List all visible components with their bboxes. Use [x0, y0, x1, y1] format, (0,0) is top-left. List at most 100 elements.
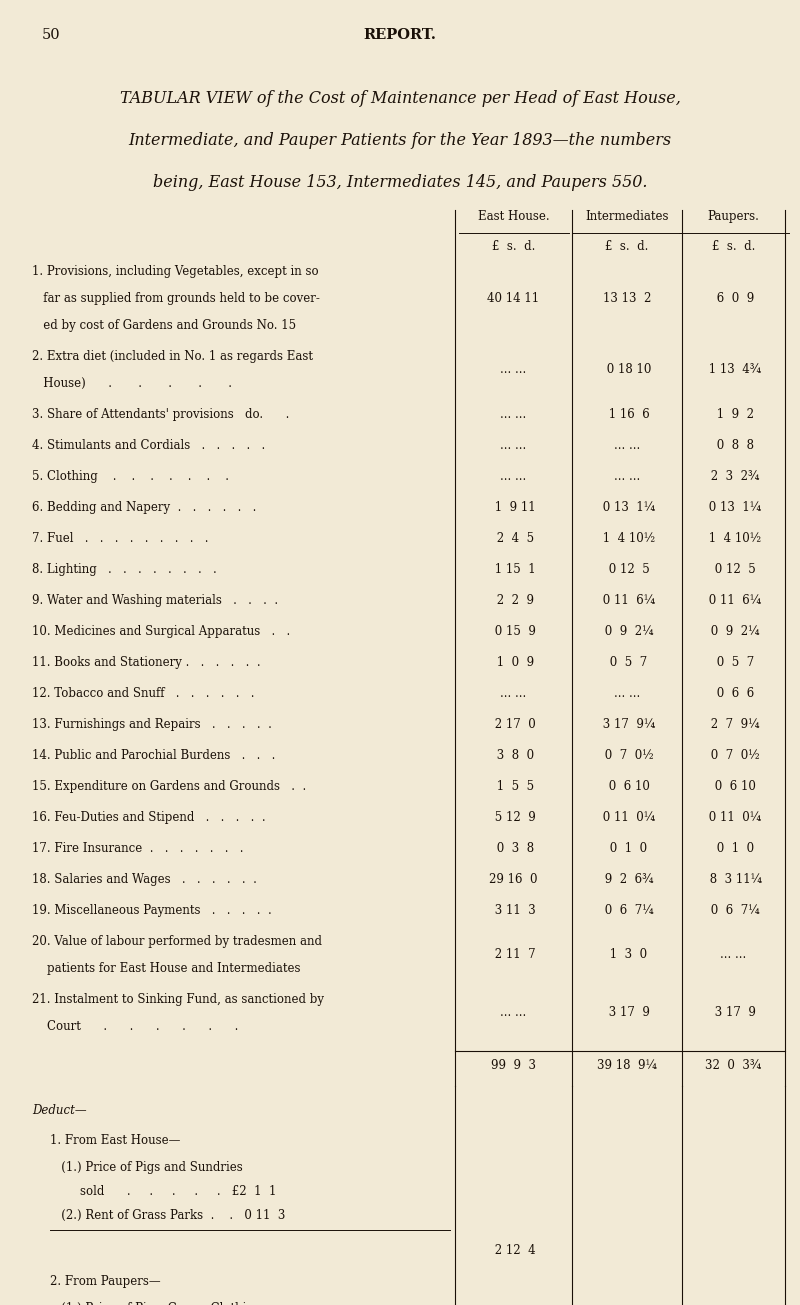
Text: 99  9  3: 99 9 3	[491, 1058, 536, 1071]
Text: 0  9  2¼: 0 9 2¼	[601, 625, 654, 638]
Text: 13 13  2: 13 13 2	[603, 292, 651, 305]
Text: ed by cost of Gardens and Grounds No. 15: ed by cost of Gardens and Grounds No. 15	[32, 318, 296, 331]
Text: 0 12  5: 0 12 5	[711, 562, 756, 576]
Text: 1  4 10½: 1 4 10½	[706, 532, 762, 545]
Text: far as supplied from grounds held to be cover-: far as supplied from grounds held to be …	[32, 292, 320, 305]
Text: 18. Salaries and Wages   .   .   .   .   .  .: 18. Salaries and Wages . . . . . .	[32, 873, 257, 886]
Text: 2. From Paupers—: 2. From Paupers—	[50, 1275, 161, 1288]
Text: £  s.  d.: £ s. d.	[606, 240, 649, 253]
Text: 14. Public and Parochial Burdens   .   .   .: 14. Public and Parochial Burdens . . .	[32, 749, 275, 762]
Text: 0  6 10: 0 6 10	[605, 780, 650, 793]
Text: 0  9  2¼: 0 9 2¼	[707, 625, 760, 638]
Text: 0 13  1¼: 0 13 1¼	[599, 501, 655, 514]
Text: (2.) Rent of Grass Parks  .    .   0 11  3: (2.) Rent of Grass Parks . . 0 11 3	[50, 1210, 286, 1223]
Text: 0 11  0¼: 0 11 0¼	[599, 810, 655, 823]
Text: 39 18  9¼: 39 18 9¼	[597, 1058, 657, 1071]
Text: 32  0  3¾: 32 0 3¾	[706, 1058, 762, 1071]
Text: 3 11  3: 3 11 3	[491, 904, 536, 917]
Text: 0  8  8: 0 8 8	[713, 438, 754, 452]
Text: 15. Expenditure on Gardens and Grounds   .  .: 15. Expenditure on Gardens and Grounds .…	[32, 780, 306, 793]
Text: 9  2  6¾: 9 2 6¾	[601, 873, 654, 886]
Text: 2 11  7: 2 11 7	[491, 949, 536, 962]
Text: 0 11  6¼: 0 11 6¼	[599, 594, 655, 607]
Text: East House.: East House.	[478, 210, 550, 223]
Text: 0  3  8: 0 3 8	[493, 842, 534, 855]
Text: 5. Clothing    .    .    .    .    .    .    .: 5. Clothing . . . . . . .	[32, 470, 229, 483]
Text: 29 16  0: 29 16 0	[490, 873, 538, 886]
Text: 16. Feu-Duties and Stipend   .   .   .   .  .: 16. Feu-Duties and Stipend . . . . .	[32, 810, 266, 823]
Text: 2  7  9¼: 2 7 9¼	[707, 718, 760, 731]
Text: ... ...: ... ...	[614, 470, 640, 483]
Text: 13. Furnishings and Repairs   .   .   .   .  .: 13. Furnishings and Repairs . . . . .	[32, 718, 272, 731]
Text: 0  1  0: 0 1 0	[606, 842, 647, 855]
Text: sold      .     .     .     .     .   £2  1  1: sold . . . . . £2 1 1	[50, 1185, 276, 1198]
Text: 5 12  9: 5 12 9	[491, 810, 536, 823]
Text: 6. Bedding and Napery  .   .   .   .   .   .: 6. Bedding and Napery . . . . . .	[32, 501, 256, 514]
Text: 0 12  5: 0 12 5	[605, 562, 650, 576]
Text: 3 17  9: 3 17 9	[605, 1006, 650, 1019]
Text: 0  6  7¼: 0 6 7¼	[601, 904, 654, 917]
Text: 21. Instalment to Sinking Fund, as sanctioned by: 21. Instalment to Sinking Fund, as sanct…	[32, 993, 324, 1006]
Text: 0  6  7¼: 0 6 7¼	[707, 904, 760, 917]
Text: REPORT.: REPORT.	[363, 27, 437, 42]
Text: ... ...: ... ...	[500, 438, 526, 452]
Text: 1 15  1: 1 15 1	[491, 562, 536, 576]
Text: 1 13  4¾: 1 13 4¾	[706, 364, 762, 377]
Text: 0  5  7: 0 5 7	[606, 656, 648, 669]
Text: 8. Lighting   .   .   .   .   .   .   .   .: 8. Lighting . . . . . . . .	[32, 562, 217, 576]
Text: 10. Medicines and Surgical Apparatus   .   .: 10. Medicines and Surgical Apparatus . .	[32, 625, 290, 638]
Text: patients for East House and Intermediates: patients for East House and Intermediate…	[32, 962, 301, 975]
Text: 3. Share of Attendants' provisions   do.      .: 3. Share of Attendants' provisions do. .	[32, 408, 290, 422]
Text: 2  3  2¾: 2 3 2¾	[707, 470, 760, 483]
Text: 0  6  6: 0 6 6	[713, 686, 754, 699]
Text: House)      .       .       .       .       .: House) . . . . .	[32, 377, 232, 390]
Text: Paupers.: Paupers.	[707, 210, 759, 223]
Text: 0  1  0: 0 1 0	[713, 842, 754, 855]
Text: 3  8  0: 3 8 0	[493, 749, 534, 762]
Text: ... ...: ... ...	[720, 949, 746, 962]
Text: 1  0  9: 1 0 9	[493, 656, 534, 669]
Text: £  s.  d.: £ s. d.	[492, 240, 535, 253]
Text: 1. Provisions, including Vegetables, except in so: 1. Provisions, including Vegetables, exc…	[32, 265, 318, 278]
Text: being, East House 153, Intermediates 145, and Paupers 550.: being, East House 153, Intermediates 145…	[153, 174, 647, 191]
Text: 3 17  9¼: 3 17 9¼	[599, 718, 655, 731]
Text: 2  2  9: 2 2 9	[493, 594, 534, 607]
Text: 12. Tobacco and Snuff   .   .   .   .   .   .: 12. Tobacco and Snuff . . . . . .	[32, 686, 254, 699]
Text: 20. Value of labour performed by tradesmen and: 20. Value of labour performed by tradesm…	[32, 934, 322, 947]
Text: ... ...: ... ...	[614, 438, 640, 452]
Text: ... ...: ... ...	[500, 364, 526, 377]
Text: 0 15  9: 0 15 9	[491, 625, 536, 638]
Text: TABULAR VIEW of the Cost of Maintenance per Head of East House,: TABULAR VIEW of the Cost of Maintenance …	[119, 90, 681, 107]
Text: (1.) Price of Pigs, Crops, Clothing,: (1.) Price of Pigs, Crops, Clothing,	[50, 1301, 265, 1305]
Text: 0 18 10: 0 18 10	[603, 364, 651, 377]
Text: 0 11  6¼: 0 11 6¼	[706, 594, 762, 607]
Text: 2 12  4: 2 12 4	[491, 1244, 536, 1257]
Text: 7. Fuel   .   .   .   .   .   .   .   .   .: 7. Fuel . . . . . . . . .	[32, 532, 209, 545]
Text: Court      .      .      .      .      .      .: Court . . . . . .	[32, 1021, 238, 1034]
Text: 0  7  0½: 0 7 0½	[601, 749, 654, 762]
Text: 2  4  5: 2 4 5	[493, 532, 534, 545]
Text: Intermediate, and Pauper Patients for the Year 1893—the numbers: Intermediate, and Pauper Patients for th…	[129, 132, 671, 149]
Text: 40 14 11: 40 14 11	[487, 292, 539, 305]
Text: 2. Extra diet (included in No. 1 as regards East: 2. Extra diet (included in No. 1 as rega…	[32, 350, 313, 363]
Text: 50: 50	[42, 27, 61, 42]
Text: 4. Stimulants and Cordials   .   .   .   .   .: 4. Stimulants and Cordials . . . . .	[32, 438, 266, 452]
Text: ... ...: ... ...	[614, 686, 640, 699]
Text: 1  9  2: 1 9 2	[713, 408, 754, 422]
Text: ... ...: ... ...	[500, 1006, 526, 1019]
Text: 1  3  0: 1 3 0	[606, 949, 647, 962]
Text: ... ...: ... ...	[500, 470, 526, 483]
Text: 0  7  0½: 0 7 0½	[707, 749, 760, 762]
Text: 1 16  6: 1 16 6	[605, 408, 650, 422]
Text: ... ...: ... ...	[500, 408, 526, 422]
Text: 0  6 10: 0 6 10	[711, 780, 756, 793]
Text: 1. From East House—: 1. From East House—	[50, 1134, 180, 1147]
Text: 0  5  7: 0 5 7	[713, 656, 754, 669]
Text: 8  3 11¼: 8 3 11¼	[706, 873, 762, 886]
Text: (1.) Price of Pigs and Sundries: (1.) Price of Pigs and Sundries	[50, 1160, 242, 1173]
Text: 0 13  1¼: 0 13 1¼	[706, 501, 762, 514]
Text: 1  9 11: 1 9 11	[491, 501, 536, 514]
Text: 3 17  9: 3 17 9	[711, 1006, 756, 1019]
Text: 0 11  0¼: 0 11 0¼	[706, 810, 762, 823]
Text: 9. Water and Washing materials   .   .   .  .: 9. Water and Washing materials . . . .	[32, 594, 278, 607]
